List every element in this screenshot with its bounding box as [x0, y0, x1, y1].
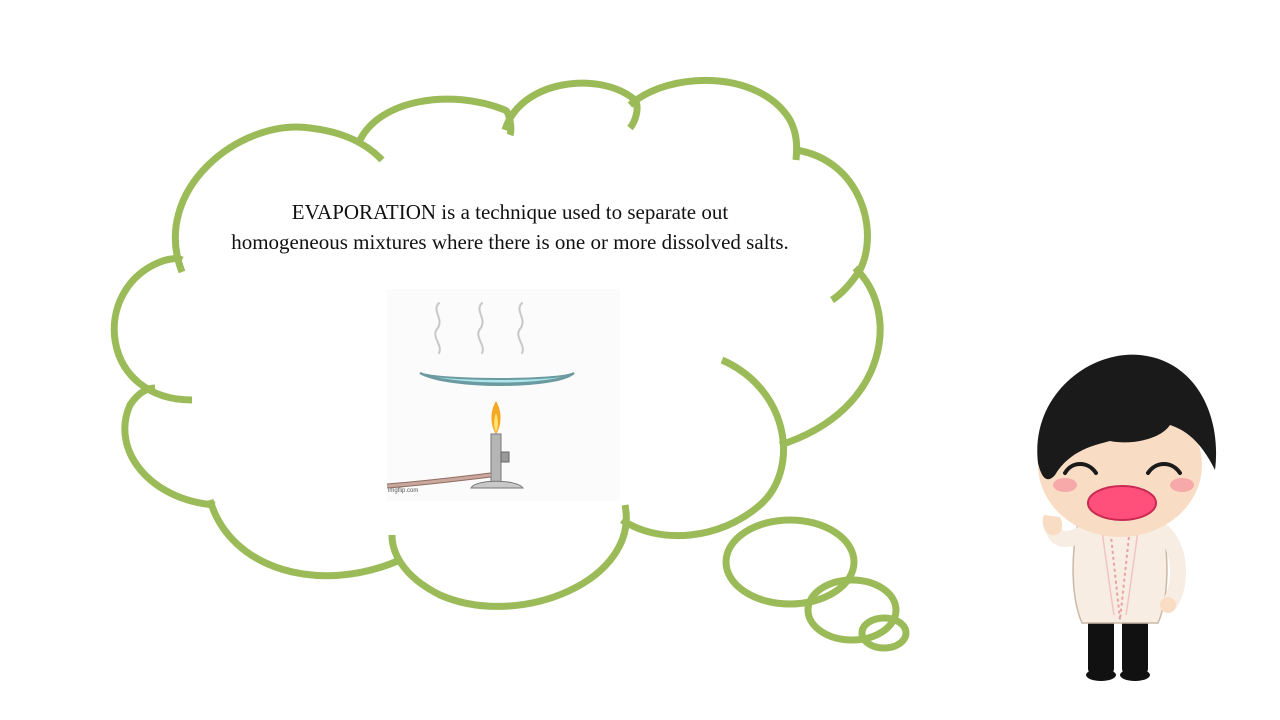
waving-hand	[1042, 515, 1063, 536]
gas-hose	[387, 473, 492, 488]
steam-icon	[434, 302, 524, 354]
caption: EVAPORATION is a technique used to separ…	[170, 197, 850, 257]
open-mouth	[1087, 485, 1157, 521]
watermark: imgflip.com	[388, 488, 419, 494]
hair	[1037, 354, 1217, 480]
bunsen-burner-image	[387, 302, 575, 489]
caption-line-1: EVAPORATION is a technique used to separ…	[291, 200, 729, 224]
burner-base	[470, 480, 524, 489]
burner-barrel	[490, 433, 502, 483]
evaporation-illustration: imgflip.com	[387, 289, 620, 501]
caption-line-2: homogeneous mixtures where there is one …	[231, 230, 789, 254]
waving-boy-character	[1037, 354, 1217, 681]
